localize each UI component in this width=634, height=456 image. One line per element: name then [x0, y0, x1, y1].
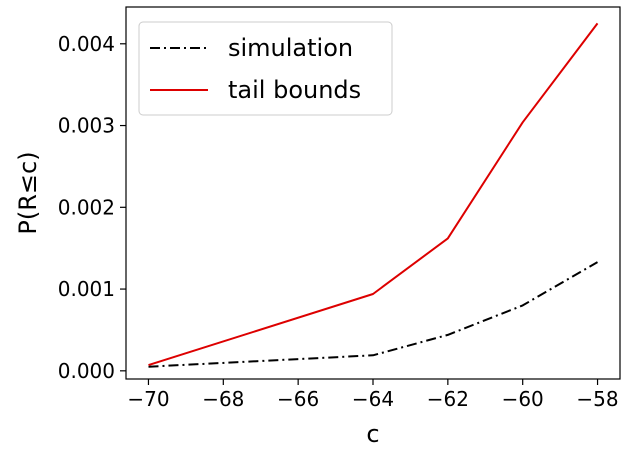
- x-axis-label: c: [366, 420, 379, 448]
- y-tick-label: 0.002: [58, 195, 115, 219]
- x-tick-label: −68: [202, 387, 244, 411]
- legend-label-tail-bounds: tail bounds: [228, 76, 361, 104]
- x-tick-label: −60: [502, 387, 544, 411]
- x-tick-label: −64: [352, 387, 394, 411]
- plot-frame: [125, 6, 621, 380]
- series-line-tail-bounds: [148, 22, 599, 367]
- y-tick-label: 0.001: [58, 277, 115, 301]
- y-tick-label: 0.003: [58, 114, 115, 138]
- series-line-simulation: [148, 261, 599, 368]
- y-tick-label: 0.000: [58, 359, 115, 383]
- legend-box: [138, 21, 393, 116]
- series-layer: [148, 22, 599, 368]
- y-tick-label: 0.004: [58, 32, 115, 56]
- x-tick-label: −62: [427, 387, 469, 411]
- x-tick-label: −66: [277, 387, 319, 411]
- legend-label-simulation: simulation: [228, 34, 353, 62]
- ticks-layer: −70 −68 −66 −64 −62 −60 −58 0.000 0.001 0.002 0.00…: [58, 32, 619, 411]
- x-tick-label: −58: [576, 387, 618, 411]
- y-axis-label: P(R≤c): [14, 151, 42, 234]
- legend: simulation tail bounds: [138, 21, 393, 116]
- x-tick-label: −70: [127, 387, 169, 411]
